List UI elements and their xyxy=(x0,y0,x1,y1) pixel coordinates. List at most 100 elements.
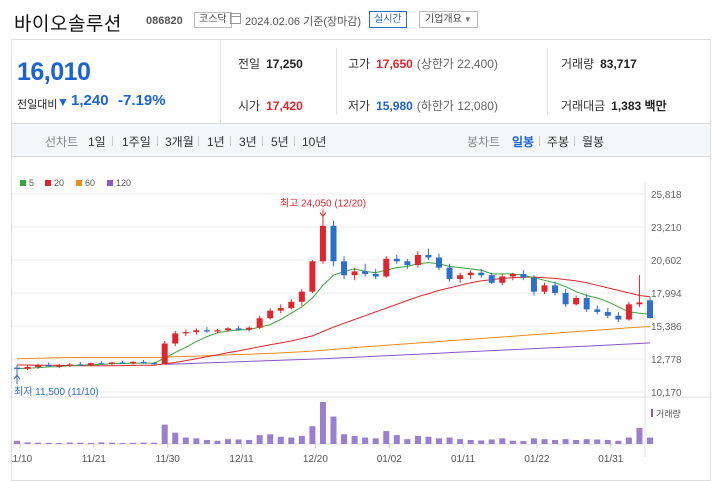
volume-bar xyxy=(414,435,421,444)
candle-body xyxy=(172,333,179,344)
company-info-label: 기업개요 xyxy=(425,14,462,25)
company-info-button[interactable]: 기업개요 ▼ xyxy=(419,11,478,28)
volume-bar xyxy=(467,439,474,444)
candle-body xyxy=(383,258,390,277)
candle-body xyxy=(235,328,242,330)
price-chart[interactable]: 5 20 60 120 25,818 23,210 20,602 17,994 15,386 1… xyxy=(8,157,712,481)
legend-swatch-60 xyxy=(76,180,82,186)
divider xyxy=(294,136,295,146)
divider xyxy=(574,136,575,146)
divider xyxy=(157,136,158,146)
candle-body xyxy=(130,361,137,364)
candle-body xyxy=(499,276,506,283)
candle-body xyxy=(66,364,73,366)
volume-bar xyxy=(140,442,147,444)
period-5y[interactable]: 5년 xyxy=(271,135,289,149)
x-tick-label: 12/11 xyxy=(229,454,254,465)
candle-body xyxy=(108,362,115,364)
prev-close-label: 전일 xyxy=(238,57,261,71)
x-axis-labels: 11/10 11/21 11/30 12/11 12/20 01/02 01/11 01/22… xyxy=(8,444,624,465)
low-value: 15,980 xyxy=(376,99,413,113)
volume-bar xyxy=(457,439,464,444)
upper-limit: (상한가 22,400) xyxy=(416,57,498,71)
candle-body xyxy=(277,308,284,311)
change-percent: -7.19% xyxy=(118,92,166,109)
divider xyxy=(198,136,199,146)
volume-bar xyxy=(541,439,548,444)
chart-grid xyxy=(12,182,712,457)
amount-label: 거래대금 xyxy=(561,99,606,113)
volume-label: 거래량 xyxy=(561,57,595,71)
candle-body xyxy=(393,258,400,262)
candle-body xyxy=(267,310,274,319)
candle-body xyxy=(457,275,464,280)
volume-bar xyxy=(351,435,358,444)
volume-bar xyxy=(14,440,20,444)
prev-close-cell: 전일 17,250 xyxy=(238,55,303,72)
volume-bar xyxy=(625,437,632,444)
x-tick-label: 11/21 xyxy=(82,454,107,465)
volume-bar xyxy=(56,443,63,444)
candle-body xyxy=(182,332,189,334)
candle-body xyxy=(77,364,84,366)
candle-period-month[interactable]: 월봉 xyxy=(582,135,605,149)
volume-bars: 거래량 xyxy=(14,402,681,444)
volume-bar xyxy=(203,439,210,444)
candle-period-day[interactable]: 일봉 xyxy=(512,135,535,149)
volume-bar xyxy=(446,437,453,444)
volume-bar xyxy=(520,441,527,444)
realtime-button[interactable]: 실시간 xyxy=(369,11,407,28)
y-tick-label: 23,210 xyxy=(651,223,682,234)
candle-body xyxy=(87,363,94,366)
volume-bar xyxy=(319,402,326,444)
period-10y[interactable]: 10년 xyxy=(302,135,327,149)
ma20-line xyxy=(17,276,651,367)
candle-body xyxy=(604,311,611,316)
min-arrow-head xyxy=(13,374,21,380)
amount-cell: 거래대금 1,383 백만 xyxy=(561,97,667,114)
change-label: 전일대비 xyxy=(17,99,58,111)
period-1w[interactable]: 1주일 xyxy=(122,135,151,149)
volume-bar xyxy=(246,439,253,444)
candle-period-week[interactable]: 주봉 xyxy=(547,135,570,149)
volume-bar xyxy=(119,443,126,444)
period-1d[interactable]: 1일 xyxy=(88,135,106,149)
volume-bar xyxy=(583,439,590,444)
candle-body xyxy=(330,225,337,262)
price-summary: 16,010 전일대비 ▼ 1,240 -7.19% 전일 17,250 시가 17… xyxy=(11,39,711,124)
candle-body xyxy=(467,272,474,276)
volume-bar xyxy=(225,439,231,444)
volume-bar xyxy=(393,435,400,444)
volume-bar xyxy=(172,432,179,444)
y-tick-label: 15,386 xyxy=(651,322,682,333)
candle-body xyxy=(562,292,569,305)
candlesticks xyxy=(14,216,653,376)
volume-bar xyxy=(214,440,221,444)
down-arrow-icon: ▼ xyxy=(57,95,69,109)
period-3y[interactable]: 3년 xyxy=(239,135,257,149)
volume-bar xyxy=(636,427,643,444)
candle-body xyxy=(414,254,421,266)
stock-name: 바이오솔루션 xyxy=(14,14,122,35)
period-3m[interactable]: 3개월 xyxy=(165,135,194,149)
price-chart-area[interactable]: 5 20 60 120 25,818 23,210 20,602 17,994 15,386 1… xyxy=(8,157,712,481)
stock-code: 086820 xyxy=(146,15,183,27)
candle-body xyxy=(119,362,126,364)
volume-bar xyxy=(478,440,485,444)
divider xyxy=(262,136,263,146)
x-tick-label: 11/10 xyxy=(12,454,33,465)
volume-bar xyxy=(108,442,115,444)
legend-label-5: 5 xyxy=(29,178,34,188)
candle-body xyxy=(552,285,559,293)
candle-body xyxy=(45,365,52,367)
volume-bar xyxy=(193,438,200,444)
volume-bar xyxy=(161,424,168,444)
candle-body xyxy=(35,365,42,367)
chart-toolbar: 선차트 1일 1주일 3개월 1년 3년 5년 10년 봉차트 일봉 주봉 월봉 xyxy=(11,124,711,157)
legend-swatch-120 xyxy=(107,180,113,186)
period-1y[interactable]: 1년 xyxy=(207,135,225,149)
y-tick-label: 17,994 xyxy=(651,289,682,300)
chevron-down-icon: ▼ xyxy=(463,15,472,24)
candle-body xyxy=(520,273,527,278)
volume-bar xyxy=(425,436,432,444)
